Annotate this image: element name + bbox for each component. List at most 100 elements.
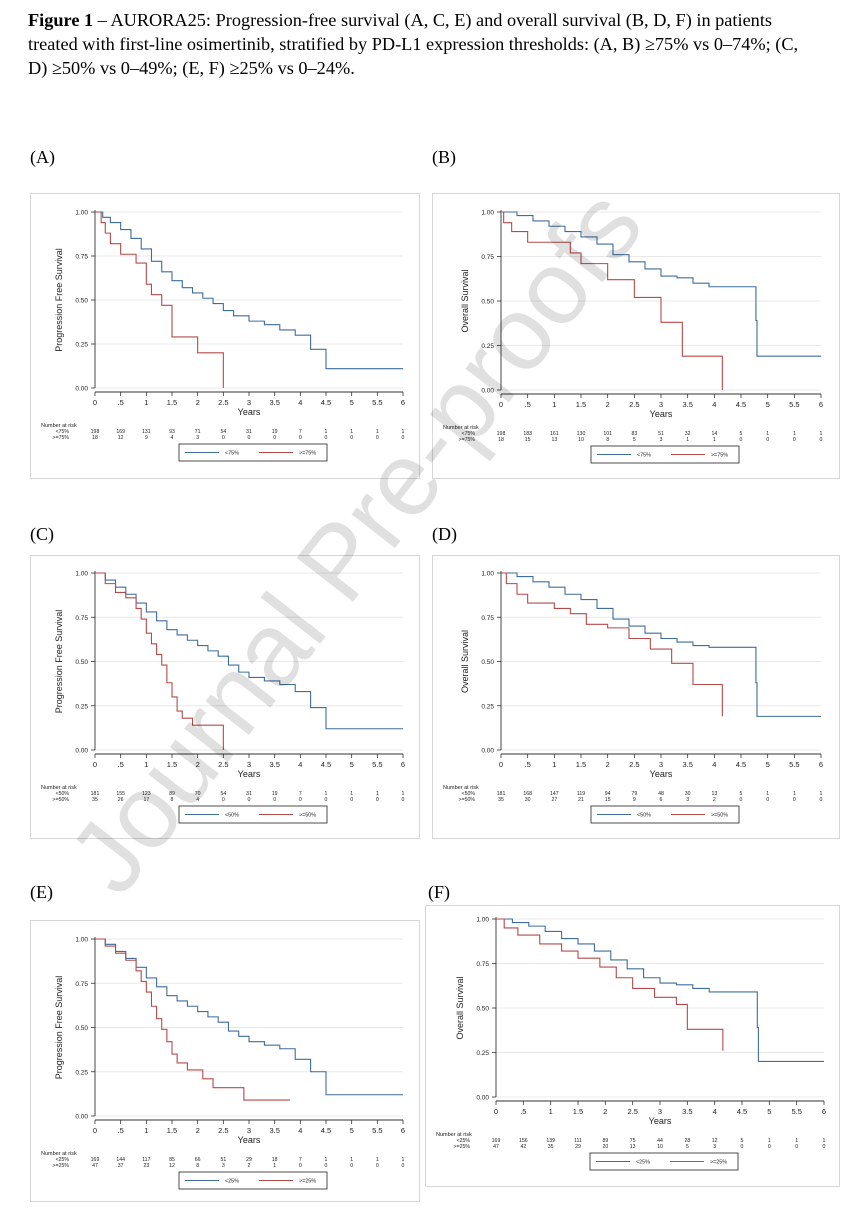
risk-count: 5 bbox=[740, 431, 743, 437]
risk-count: 18 bbox=[498, 437, 504, 443]
risk-count: 0 bbox=[793, 797, 796, 803]
y-tick-label: 0.00 bbox=[75, 1114, 88, 1121]
risk-count: 3 bbox=[713, 1144, 716, 1150]
risk-count: 0 bbox=[402, 797, 405, 803]
x-tick-label: 5.5 bbox=[372, 760, 382, 769]
x-axis-title: Years bbox=[238, 1135, 261, 1145]
risk-count: 168 bbox=[523, 791, 532, 797]
x-tick-label: 4 bbox=[712, 760, 716, 769]
risk-table-title: Number at risk bbox=[443, 425, 479, 431]
x-tick-label: 2 bbox=[606, 760, 610, 769]
x-tick-label: 1.5 bbox=[167, 760, 177, 769]
risk-count: 0 bbox=[325, 797, 328, 803]
legend-label: >=75% bbox=[299, 451, 316, 457]
risk-count: 6 bbox=[660, 797, 663, 803]
x-tick-label: 6 bbox=[401, 760, 405, 769]
x-tick-label: 1.5 bbox=[576, 400, 586, 409]
risk-count: 0 bbox=[768, 1144, 771, 1150]
x-tick-label: 2 bbox=[196, 1126, 200, 1135]
risk-row-label: <75% bbox=[56, 429, 70, 435]
legend-label: <75% bbox=[225, 451, 239, 457]
risk-count: 12 bbox=[118, 435, 124, 441]
x-tick-label: 6 bbox=[819, 400, 823, 409]
y-tick-label: 0.50 bbox=[481, 659, 494, 666]
risk-count: 155 bbox=[116, 791, 125, 797]
km-curve-low bbox=[496, 918, 824, 1062]
x-tick-label: 3.5 bbox=[682, 400, 692, 409]
x-tick-label: 1.5 bbox=[576, 760, 586, 769]
x-tick-label: 6 bbox=[819, 760, 823, 769]
risk-count: 32 bbox=[685, 431, 691, 437]
x-tick-label: 4 bbox=[298, 760, 302, 769]
risk-count: 119 bbox=[577, 791, 585, 797]
risk-count: 147 bbox=[550, 791, 559, 797]
x-axis-title: Years bbox=[238, 407, 261, 417]
y-tick-label: 0.75 bbox=[75, 981, 88, 988]
risk-row-label: <25% bbox=[457, 1138, 471, 1144]
x-tick-label: 4.5 bbox=[321, 398, 331, 407]
x-tick-label: 1.5 bbox=[167, 398, 177, 407]
x-tick-label: 4 bbox=[298, 398, 302, 407]
risk-count: 9 bbox=[633, 797, 636, 803]
x-tick-label: 5 bbox=[350, 760, 354, 769]
y-tick-label: 1.00 bbox=[481, 210, 494, 217]
panel-label-a: (A) bbox=[30, 147, 55, 167]
y-tick-label: 0.75 bbox=[481, 254, 494, 261]
risk-count: 89 bbox=[169, 791, 175, 797]
x-tick-label: 5.5 bbox=[789, 760, 799, 769]
x-tick-label: 5.5 bbox=[372, 398, 382, 407]
risk-count: 0 bbox=[793, 437, 796, 443]
figure-caption: Figure 1 – AURORA25: Progression-free su… bbox=[28, 8, 818, 80]
risk-table-title: Number at risk bbox=[436, 1132, 472, 1138]
y-tick-label: 0.00 bbox=[75, 386, 88, 393]
x-axis-title: Years bbox=[649, 1116, 672, 1126]
panel-label-e: (E) bbox=[30, 882, 53, 902]
risk-count: 0 bbox=[248, 435, 251, 441]
risk-count: 0 bbox=[248, 797, 251, 803]
x-tick-label: 1 bbox=[144, 760, 148, 769]
risk-count: 51 bbox=[220, 1157, 226, 1163]
km-curve-high bbox=[95, 572, 224, 750]
risk-count: 1 bbox=[376, 429, 379, 435]
km-curve-high bbox=[501, 211, 723, 390]
x-tick-label: 5.5 bbox=[791, 1107, 801, 1116]
risk-count: 5 bbox=[741, 1138, 744, 1144]
risk-count: 47 bbox=[493, 1144, 499, 1150]
risk-count: 66 bbox=[195, 1157, 201, 1163]
risk-count: 181 bbox=[91, 791, 100, 797]
risk-count: 15 bbox=[525, 437, 531, 443]
risk-table-title: Number at risk bbox=[443, 785, 479, 791]
risk-count: 18 bbox=[92, 435, 98, 441]
risk-count: 35 bbox=[548, 1144, 554, 1150]
risk-count: 18 bbox=[272, 1157, 278, 1163]
risk-count: 5 bbox=[740, 791, 743, 797]
x-tick-label: 4.5 bbox=[321, 1126, 331, 1135]
km-panel-d: 0.00 0.25 0.50 0.75 1.00 0 .5 1 1.5 2 2.5 3 3.5 4 4.5 5… bbox=[432, 555, 840, 839]
risk-count: 1 bbox=[793, 431, 796, 437]
risk-count: 8 bbox=[196, 1163, 199, 1169]
km-panel-e: 0.00 0.25 0.50 0.75 1.00 0 .5 1 1.5 2 2.5 3 3.5 4 4.5 5… bbox=[30, 920, 420, 1202]
x-tick-label: 4.5 bbox=[736, 400, 746, 409]
risk-count: 13 bbox=[630, 1144, 636, 1150]
risk-count: 85 bbox=[169, 1157, 175, 1163]
risk-count: 0 bbox=[273, 797, 276, 803]
x-tick-label: 3.5 bbox=[269, 398, 279, 407]
risk-count: 71 bbox=[195, 429, 201, 435]
y-tick-label: 1.00 bbox=[476, 917, 489, 924]
panel-label-c: (C) bbox=[30, 524, 54, 544]
risk-count: 2 bbox=[713, 797, 716, 803]
risk-count: 0 bbox=[222, 797, 225, 803]
risk-count: 0 bbox=[766, 797, 769, 803]
risk-count: 144 bbox=[116, 1157, 125, 1163]
x-tick-label: 2 bbox=[196, 760, 200, 769]
km-curve-low bbox=[95, 211, 403, 370]
x-tick-label: .5 bbox=[520, 1107, 526, 1116]
risk-count: 0 bbox=[402, 435, 405, 441]
risk-count: 12 bbox=[712, 1138, 718, 1144]
y-tick-label: 0.50 bbox=[75, 659, 88, 666]
risk-table-title: Number at risk bbox=[41, 1151, 77, 1157]
legend-box bbox=[589, 1152, 739, 1171]
y-tick-label: 0.00 bbox=[476, 1095, 489, 1102]
risk-count: 8 bbox=[171, 797, 174, 803]
x-tick-label: 3 bbox=[658, 1107, 662, 1116]
